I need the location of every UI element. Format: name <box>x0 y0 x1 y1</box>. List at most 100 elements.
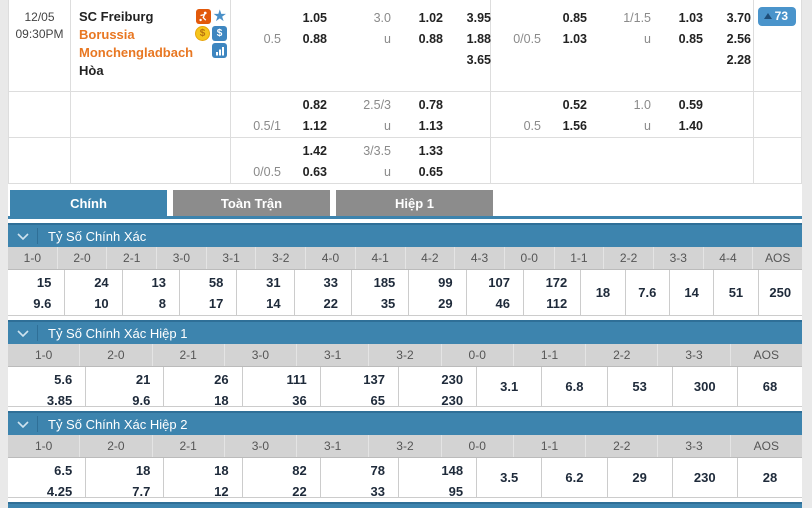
score-odds-cell[interactable]: 15 9.6 <box>8 270 66 315</box>
favorite-star-icon[interactable]: ★ <box>212 8 227 25</box>
chevron-down-icon[interactable] <box>8 228 38 244</box>
1x2-odds-2[interactable]: 1.88 <box>466 32 491 46</box>
section-title: Tỷ Số Chính Xác Hiệp 2 <box>48 416 188 432</box>
total-odds-under[interactable]: 0.65 <box>418 165 443 179</box>
score-odds-cell[interactable]: 111 36 <box>243 367 321 408</box>
score-odds-cell[interactable]: 58 17 <box>180 270 238 315</box>
score-odds-cell[interactable]: 148 95 <box>399 458 478 499</box>
under-mark: u <box>644 32 651 46</box>
score-odds-cell[interactable]: 33 22 <box>295 270 352 315</box>
score-odds-cell[interactable]: 29 <box>608 458 673 497</box>
tab-toan-tran[interactable]: Toàn Trận <box>173 190 330 216</box>
hdp-odds-over[interactable]: 0.52 <box>562 98 587 112</box>
hdp-odds-under[interactable]: 1.12 <box>302 119 327 133</box>
score-header-row: 1-0 2-0 2-1 3-0 3-1 3-2 0-0 1-1 2-2 3-3 … <box>8 435 802 458</box>
coin-icon[interactable]: $ <box>195 26 210 41</box>
hdp-odds-over[interactable]: 0.85 <box>562 11 587 25</box>
score-odds-cell[interactable]: 172 112 <box>524 270 582 315</box>
score-odds-cell[interactable]: 230 230 <box>399 367 478 408</box>
away-team-line1[interactable]: Borussia <box>79 27 135 42</box>
score-odds-cell[interactable]: 137 65 <box>321 367 399 408</box>
score-odds-cell[interactable]: 51 <box>714 270 759 315</box>
hdp-odds-under[interactable]: 0.88 <box>302 32 327 46</box>
score-odds-cell[interactable]: 3.5 <box>477 458 543 497</box>
score-odds-cell[interactable]: 5.6 3.85 <box>8 367 87 408</box>
score-header-cell: 2-0 <box>58 247 108 269</box>
score-odds-cell[interactable]: 7.6 <box>626 270 670 315</box>
score-odds-cell[interactable]: 250 <box>769 285 792 300</box>
total-odds-over[interactable]: 1.33 <box>418 144 443 158</box>
total-odds-under[interactable]: 1.40 <box>678 119 703 133</box>
home-team[interactable]: SC Freiburg <box>79 9 154 24</box>
score-odds-cell[interactable]: 6.2 <box>542 458 608 497</box>
score-odds-cell[interactable]: 230 <box>673 458 738 497</box>
score-odds-cell[interactable]: 31 14 <box>237 270 295 315</box>
section-header-correct-score-h2[interactable]: Tỷ Số Chính Xác Hiệp 2 <box>8 411 802 435</box>
chevron-down-icon[interactable] <box>8 325 38 341</box>
1x2-odds-3[interactable]: 2.28 <box>726 53 751 67</box>
score-odds-cell[interactable]: 18 12 <box>164 458 243 499</box>
hdp-odds-over[interactable]: 1.05 <box>302 11 327 25</box>
total-odds-under[interactable]: 0.85 <box>678 32 703 46</box>
page-content: 12/05 09:30PM SC Freiburg Borussia Monch… <box>8 0 802 508</box>
score-odds-cell[interactable]: 68 <box>762 379 778 394</box>
score-odds-cell[interactable]: 18 7.7 <box>86 458 165 499</box>
score-odds-cell[interactable]: 99 29 <box>409 270 467 315</box>
score-header-cell: 1-1 <box>514 435 587 457</box>
tab-hiep-1[interactable]: Hiệp 1 <box>336 190 493 216</box>
1x2-odds-2[interactable]: 2.56 <box>726 32 751 46</box>
1x2-odds-1[interactable]: 3.70 <box>726 11 751 25</box>
tab-chinh[interactable]: Chính <box>10 190 167 216</box>
section-header-correct-score-h1[interactable]: Tỷ Số Chính Xác Hiệp 1 <box>8 320 802 344</box>
score-header-cell: 3-3 <box>658 344 731 366</box>
hdp-odds-over[interactable]: 1.42 <box>302 144 327 158</box>
1x2-odds-3[interactable]: 3.65 <box>466 53 491 67</box>
score-header-cell: 3-1 <box>297 344 370 366</box>
section-header-correct-score[interactable]: Tỷ Số Chính Xác <box>8 223 802 247</box>
score-header-cell: 3-2 <box>369 344 442 366</box>
bar-chart-icon[interactable] <box>212 43 227 58</box>
total-odds-under[interactable]: 1.13 <box>418 119 443 133</box>
hdp-odds-under[interactable]: 0.63 <box>302 165 327 179</box>
odds-row-secondary: 0.5/1 0.82 1.12 2.5/3 u 0.78 1.13 0.5 0.… <box>9 92 801 138</box>
score-header-cell: 1-1 <box>514 344 587 366</box>
hdp-label: 0/0.5 <box>253 165 281 179</box>
total-odds-over[interactable]: 1.02 <box>418 11 443 25</box>
total-odds-over[interactable]: 0.78 <box>418 98 443 112</box>
score-odds-cell[interactable]: 82 22 <box>243 458 321 499</box>
hdp-odds-under[interactable]: 1.03 <box>562 32 587 46</box>
score-odds-cell[interactable]: 24 10 <box>65 270 123 315</box>
score-odds-cell[interactable]: 53 <box>608 367 673 406</box>
hdp-odds-over[interactable]: 0.82 <box>302 98 327 112</box>
odds-count-badge[interactable]: 73 <box>757 7 796 26</box>
1x2-odds-1[interactable]: 3.95 <box>466 11 491 25</box>
dollar-icon[interactable]: $ <box>212 26 227 41</box>
soccer-player-icon[interactable] <box>195 9 211 24</box>
score-odds-cell[interactable]: 107 46 <box>467 270 524 315</box>
score-header-cell: 3-0 <box>225 344 298 366</box>
score-odds-cell[interactable]: 185 35 <box>352 270 410 315</box>
score-header-cell: 4-2 <box>406 247 456 269</box>
score-odds-cell[interactable]: 21 9.6 <box>86 367 165 408</box>
total-odds-over[interactable]: 0.59 <box>678 98 703 112</box>
score-odds-cell[interactable]: 300 <box>673 367 738 406</box>
score-header-cell: 2-0 <box>80 344 153 366</box>
total-odds-under[interactable]: 0.88 <box>418 32 443 46</box>
score-header-cell: 3-3 <box>658 435 731 457</box>
score-odds-row: 15 9.6 24 10 13 8 58 17 31 14 33 22 185 35 99 29… <box>8 270 802 316</box>
total-odds-over[interactable]: 1.03 <box>678 11 703 25</box>
score-odds-cell[interactable]: 6.5 4.25 <box>8 458 87 499</box>
hdp-odds-under[interactable]: 1.56 <box>562 119 587 133</box>
score-odds-cell[interactable]: 28 <box>762 470 778 485</box>
score-header-cell: 3-0 <box>157 247 207 269</box>
score-odds-cell[interactable]: 14 <box>670 270 715 315</box>
score-odds-cell[interactable]: 3.1 <box>477 367 543 406</box>
score-odds-cell[interactable]: 6.8 <box>542 367 608 406</box>
score-odds-cell[interactable]: 26 18 <box>164 367 243 408</box>
score-odds-cell[interactable]: 18 <box>581 270 626 315</box>
score-odds-cell[interactable]: 78 33 <box>321 458 399 499</box>
score-odds-cell[interactable]: 13 8 <box>123 270 180 315</box>
badge-cell: 73 <box>754 0 801 91</box>
chevron-down-icon[interactable] <box>8 416 38 432</box>
away-team-line2[interactable]: Monchengladbach <box>79 45 194 60</box>
